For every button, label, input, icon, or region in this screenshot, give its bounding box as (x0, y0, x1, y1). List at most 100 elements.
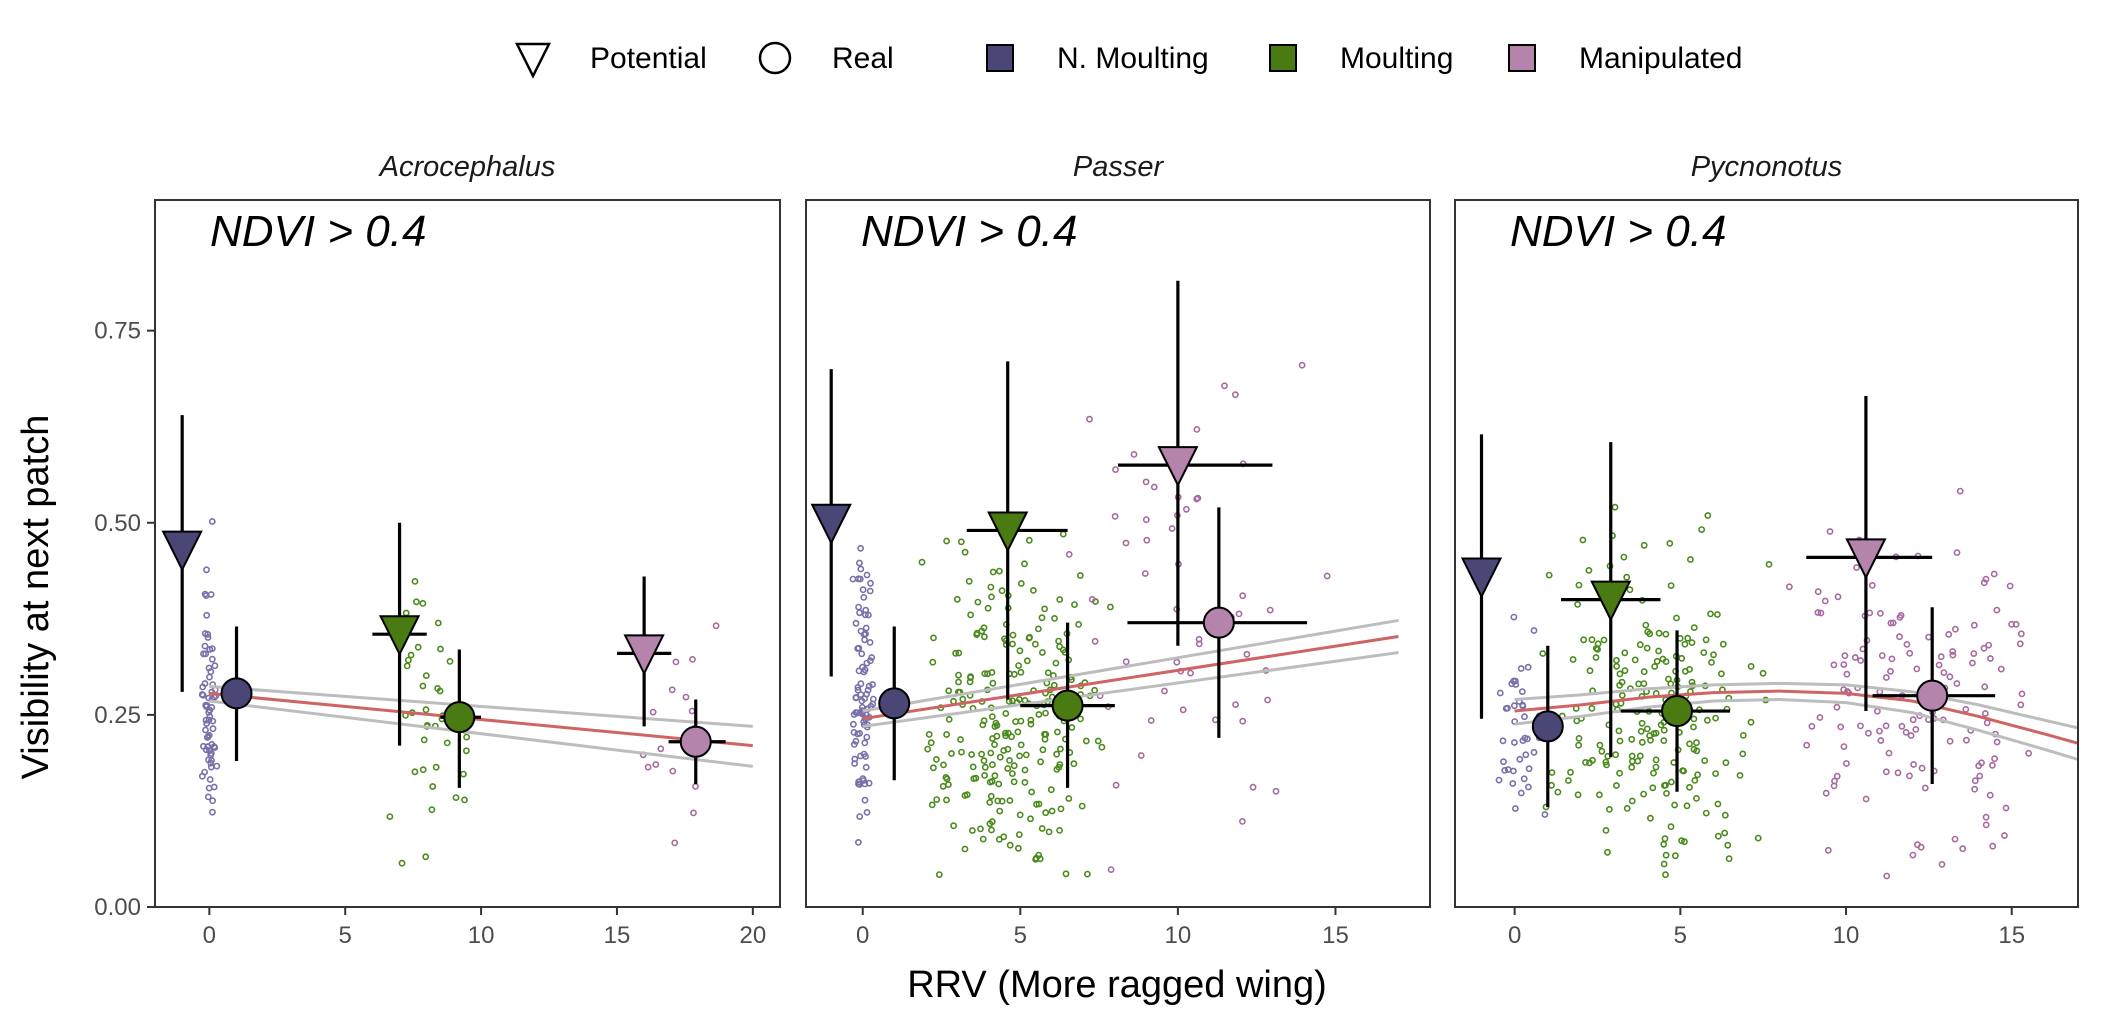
data-point (668, 686, 676, 694)
legend-label-n-moulting: N. Moulting (1057, 42, 1209, 75)
points-manipulated (1065, 361, 1331, 873)
data-point (1910, 761, 1917, 768)
summary-n-moulting-potential (1460, 434, 1503, 719)
data-point (1830, 782, 1838, 790)
data-point (1857, 722, 1864, 730)
data-point (981, 633, 988, 641)
data-point (1143, 536, 1151, 544)
y-axis-title: Visibility at next patch (15, 415, 57, 780)
data-point (1651, 663, 1659, 670)
data-point (2002, 804, 2010, 812)
data-point (644, 763, 652, 771)
panel-plot-area (161, 415, 753, 867)
data-point (860, 594, 868, 601)
data-point (1667, 582, 1675, 589)
fit-lower-band (1514, 697, 2078, 761)
data-point (974, 598, 982, 606)
data-point (948, 750, 955, 757)
data-point (1077, 715, 1084, 723)
data-point (867, 579, 874, 587)
data-point (1826, 528, 1834, 535)
data-point (1187, 669, 1194, 677)
data-point (1002, 729, 1009, 737)
data-point (671, 839, 679, 847)
data-point (1938, 861, 1946, 868)
fit-line (1514, 689, 2078, 745)
data-point (970, 775, 978, 782)
data-point (989, 735, 996, 742)
data-point (201, 590, 209, 598)
data-point (965, 577, 973, 585)
data-point (1981, 710, 1989, 717)
data-point (1888, 655, 1896, 663)
summary-manipulated-real (1872, 607, 1996, 785)
data-point (1913, 665, 1921, 673)
data-point (1021, 560, 1028, 568)
data-point (1026, 633, 1033, 641)
data-point (850, 741, 858, 748)
data-point (1502, 705, 1510, 712)
data-point (1600, 636, 1608, 644)
data-point (1997, 665, 2005, 673)
x-tick-label: 15 (604, 922, 631, 949)
data-point (1684, 634, 1692, 642)
data-point (1004, 745, 1012, 753)
data-point (986, 799, 994, 806)
data-point (1631, 656, 1639, 664)
data-point (950, 822, 957, 830)
data-point (1690, 723, 1697, 731)
panel-title: Pycnonotus (1691, 151, 1843, 183)
data-point (1914, 841, 1921, 849)
data-point (1635, 680, 1642, 688)
y-axis: 0.00 0.25 0.50 0.75 (94, 318, 155, 921)
data-point (1004, 765, 1012, 772)
data-point (1057, 745, 1064, 753)
data-point (1517, 665, 1525, 672)
data-point (1894, 769, 1902, 777)
panel-plot-area (810, 280, 1399, 878)
data-point (863, 733, 871, 741)
data-point (863, 659, 871, 667)
data-point (1638, 719, 1646, 727)
data-point (957, 538, 965, 546)
data-point (1853, 564, 1860, 571)
data-point (1887, 619, 1895, 627)
data-point (1068, 724, 1076, 731)
data-point (961, 845, 969, 853)
legend-label-real: Real (832, 42, 894, 75)
points-n-moulting (849, 544, 877, 846)
data-point (1065, 551, 1073, 558)
data-point (419, 682, 427, 690)
data-point (1613, 782, 1620, 789)
data-point (1814, 588, 1822, 596)
data-point (209, 725, 217, 733)
data-point (649, 708, 657, 716)
data-point (199, 683, 207, 691)
data-point (203, 611, 211, 619)
data-point (1243, 650, 1251, 658)
data-point (1906, 772, 1913, 780)
data-point (463, 733, 470, 741)
data-point (1510, 613, 1518, 621)
data-point (1565, 777, 1572, 784)
data-point (462, 747, 470, 755)
data-point (1739, 732, 1747, 739)
panel-frame (1454, 199, 2079, 908)
data-point (436, 687, 444, 695)
data-point (866, 639, 874, 646)
data-point (1821, 597, 1829, 605)
data-point (1725, 855, 1733, 863)
data-point (1015, 844, 1022, 852)
data-point (943, 731, 950, 738)
data-point (2017, 701, 2025, 709)
data-point (1638, 738, 1646, 746)
data-point (1985, 641, 1992, 649)
x-tick-label: 10 (1833, 922, 1860, 949)
data-point (404, 656, 412, 664)
data-point (420, 736, 428, 744)
data-point (1142, 478, 1150, 486)
data-point (1626, 586, 1634, 594)
data-point (1857, 657, 1865, 664)
data-point (1647, 814, 1654, 822)
data-point (2006, 582, 2014, 590)
